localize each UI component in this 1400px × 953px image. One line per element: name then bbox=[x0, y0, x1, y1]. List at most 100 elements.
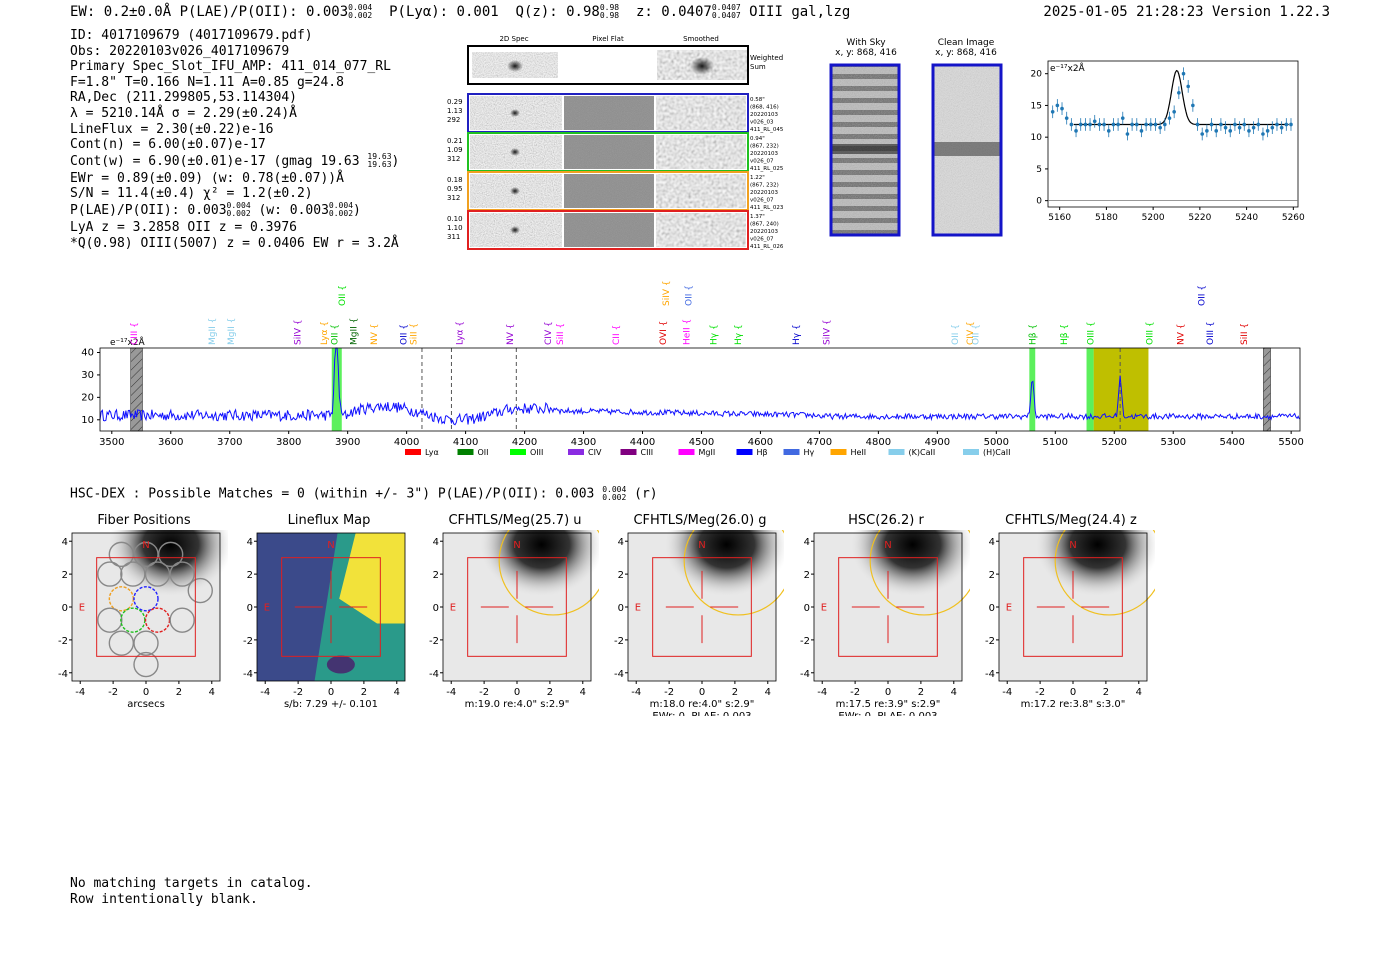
x-tick-label: 0 bbox=[1070, 687, 1076, 698]
svg-text:Lyα {: Lyα { bbox=[456, 321, 466, 345]
svg-text:OIII: OIII bbox=[530, 448, 543, 457]
x-tick-label: 2 bbox=[1103, 687, 1109, 698]
info-sn-chi2: S/N = 11.4(±0.4) χ² = 1.2(±0.2) bbox=[70, 186, 313, 202]
with-sky-title: With Sky x, y: 868, 416 bbox=[835, 38, 897, 58]
header-line-class: OIII gal,lzg bbox=[749, 4, 851, 20]
y-tick-label: -2 bbox=[800, 636, 810, 647]
y-tick-label: 4 bbox=[618, 537, 624, 548]
header-z-frac: 0.0407 0.0407 bbox=[711, 3, 741, 20]
x-tick-label: 5400 bbox=[1219, 437, 1244, 448]
data-point bbox=[1111, 122, 1116, 127]
line-id-label: HeII { bbox=[683, 319, 693, 345]
line-id-label: OIII { bbox=[1087, 321, 1097, 345]
data-point bbox=[1177, 90, 1181, 95]
y-tick-label: -4 bbox=[800, 669, 810, 680]
x-tick-label: 2 bbox=[176, 687, 182, 698]
legend-entry: Hβ bbox=[736, 448, 768, 457]
cutout-row-stat: 0.21 bbox=[447, 137, 463, 145]
x-tick-label: 4200 bbox=[512, 437, 537, 448]
data-point bbox=[1078, 122, 1083, 127]
x-tick-label: 4400 bbox=[630, 437, 655, 448]
cutout-row-info: v026_07 bbox=[750, 159, 774, 165]
svg-text:SiII {: SiII { bbox=[1240, 323, 1250, 345]
data-point bbox=[1158, 125, 1162, 130]
line-id-label: OVI { bbox=[659, 321, 669, 345]
data-point bbox=[1088, 122, 1092, 127]
line-id-label: NV { bbox=[1176, 324, 1186, 345]
emission-line-band bbox=[1086, 348, 1094, 431]
x-tick-label: 4 bbox=[951, 687, 957, 698]
fiber-circle bbox=[133, 630, 159, 656]
y-tick-label: 15 bbox=[1031, 101, 1042, 111]
imaging-panel-title: HSC(26.2) r bbox=[848, 513, 924, 528]
y-tick-label: -2 bbox=[429, 636, 439, 647]
cutout-row-info: 0.58" bbox=[750, 97, 765, 103]
data-point bbox=[1219, 122, 1223, 127]
y-tick-label: 4 bbox=[62, 537, 68, 548]
svg-text:Hβ {: Hβ { bbox=[1060, 324, 1070, 345]
info-obs: Obs: 20220103v026_4017109679 bbox=[70, 43, 290, 59]
line-id-label: SiII { bbox=[1240, 323, 1250, 345]
y-tick-label: 0 bbox=[804, 603, 810, 614]
info-cont-w: Cont(w) = 6.90(±0.01)e-17 (gmag 19.63 19… bbox=[70, 152, 400, 170]
legend-entry: Hγ bbox=[783, 448, 815, 457]
col-title-smoothed: Smoothed bbox=[683, 35, 719, 43]
zoom-y-unit: e⁻¹⁷x2Å bbox=[1050, 62, 1086, 74]
search-box bbox=[1023, 557, 1123, 657]
line-id-label: OII { bbox=[685, 285, 695, 306]
cutout-row-info: 411_RL_045 bbox=[750, 127, 784, 133]
gaussian-fit-curve bbox=[1073, 69, 1289, 126]
footer-line-2: Row intentionally blank. bbox=[70, 891, 258, 907]
east-label: E bbox=[635, 602, 641, 613]
svg-text:OII {: OII { bbox=[951, 324, 961, 345]
data-point bbox=[1125, 132, 1130, 136]
y-tick-label: 4 bbox=[989, 537, 995, 548]
svg-text:Hγ: Hγ bbox=[804, 448, 815, 457]
legend-entry: HeII bbox=[830, 448, 866, 457]
svg-text:OII {: OII { bbox=[338, 285, 348, 306]
header-timestamp-version: 2025-01-05 21:28:23 Version 1.22.3 bbox=[1043, 4, 1330, 20]
svg-text:NV {: NV { bbox=[1176, 324, 1186, 345]
svg-text:CIV: CIV bbox=[588, 448, 602, 457]
cutout-row-info: (868, 416) bbox=[750, 105, 779, 111]
east-label: E bbox=[79, 602, 85, 613]
data-point bbox=[1251, 125, 1256, 130]
cutout-row-info: (867, 232) bbox=[750, 183, 779, 189]
svg-text:(K)CaII: (K)CaII bbox=[909, 448, 936, 457]
panel-caption: arcsecs bbox=[127, 699, 165, 710]
svg-text:NV {: NV { bbox=[370, 324, 380, 345]
data-point bbox=[1289, 122, 1293, 127]
weighted-label-2: Sum bbox=[750, 63, 766, 71]
legend-entry: CIII bbox=[620, 448, 653, 457]
data-point bbox=[1214, 129, 1219, 133]
x-tick-label: 4 bbox=[1136, 687, 1142, 698]
data-point bbox=[1083, 122, 1088, 127]
line-id-label: SiIV { bbox=[294, 319, 304, 345]
svg-text:CIV {: CIV { bbox=[544, 321, 554, 345]
legend-entry: (K)CaII bbox=[888, 448, 936, 457]
data-point bbox=[1228, 129, 1233, 133]
x-tick-label: 4500 bbox=[689, 437, 714, 448]
info-id: ID: 4017109679 (4017109679.pdf) bbox=[70, 28, 313, 43]
svg-text:(H)CaII: (H)CaII bbox=[983, 448, 1010, 457]
y-tick-label: -4 bbox=[985, 669, 995, 680]
panel-caption-2: EWr: 0, PLAE: 0.003 bbox=[652, 711, 751, 716]
y-tick-label: 0 bbox=[1036, 197, 1042, 207]
data-point bbox=[1074, 129, 1078, 133]
data-point bbox=[1163, 122, 1167, 127]
svg-text:OII {: OII { bbox=[400, 324, 410, 345]
cutout-row-info: v026_07 bbox=[750, 237, 774, 243]
fiber-circle bbox=[187, 577, 213, 604]
cutout-row-info: 20220103 bbox=[750, 151, 778, 157]
x-tick-label: 3600 bbox=[158, 437, 183, 448]
y-tick-label: 0 bbox=[989, 603, 995, 614]
header-plae-frac: 0.004 0.002 bbox=[348, 3, 373, 20]
cutout-row-info: 0.94" bbox=[750, 136, 765, 142]
info-lambda-sigma: λ = 5210.14Å σ = 2.29(±0.24)Å bbox=[70, 105, 297, 121]
panel-caption-2: EWr: 0, PLAE: 0.003 bbox=[838, 711, 937, 716]
cutout-row-stat: 0.18 bbox=[447, 176, 463, 184]
imaging-panel-title: CFHTLS/Meg(24.4) z bbox=[1005, 513, 1137, 528]
cutout-row-stat: 0.29 bbox=[447, 98, 463, 106]
